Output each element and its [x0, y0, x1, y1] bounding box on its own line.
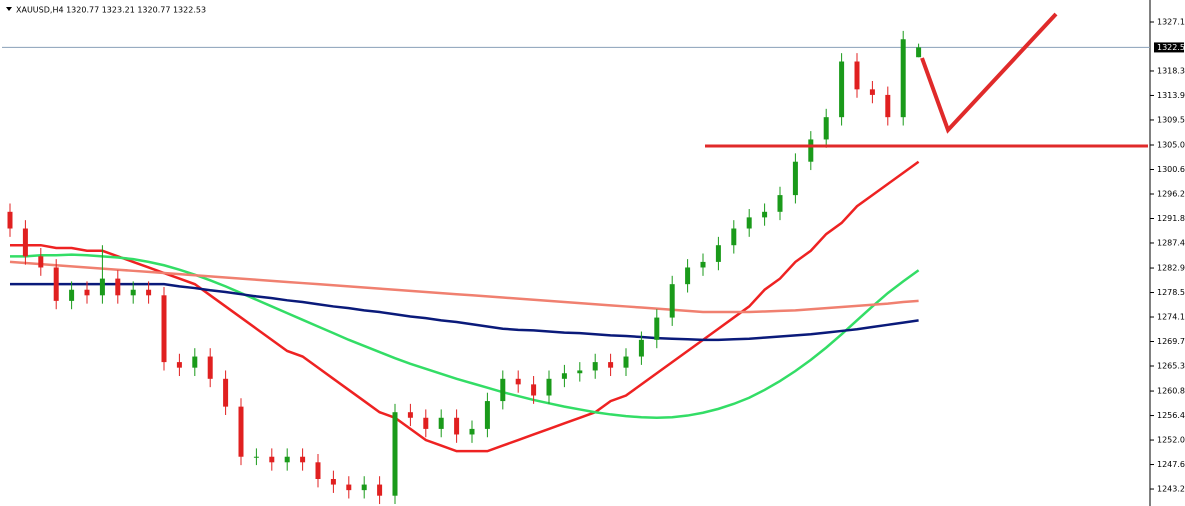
candle-body	[392, 412, 398, 496]
candle-body	[7, 211, 13, 229]
candle-body	[207, 356, 213, 379]
candle-body	[839, 61, 845, 118]
moving-average-line	[10, 282, 919, 342]
y-tick-label: 1278.50	[1157, 288, 1185, 297]
candle-body	[608, 362, 614, 368]
candle-body	[84, 289, 90, 296]
moving-average-line	[9, 260, 919, 314]
candle-body	[22, 228, 28, 257]
candle-body	[361, 484, 367, 491]
candle-body	[146, 289, 152, 296]
candle-body	[762, 211, 768, 218]
y-tick-label: 1256.40	[1157, 411, 1185, 420]
candle-body	[792, 161, 798, 196]
candle-body	[438, 417, 444, 429]
y-tick-label: 1282.90	[1157, 264, 1185, 273]
candle-body	[484, 401, 490, 429]
candle-body	[192, 356, 198, 368]
candle-body	[654, 317, 660, 340]
y-tick-label: 1252.00	[1157, 436, 1185, 445]
candle-body	[685, 267, 691, 285]
y-tick-label: 1318.30	[1157, 66, 1185, 75]
candle-body	[69, 289, 75, 301]
y-tick-label: 1291.80	[1157, 214, 1185, 223]
candle-body	[176, 362, 182, 368]
candle-body	[561, 373, 567, 379]
candle-body	[531, 384, 537, 396]
candle-body	[638, 339, 644, 357]
candle-body	[130, 289, 136, 296]
candle-body	[500, 378, 506, 402]
candle-body	[808, 139, 814, 162]
candle-body	[900, 39, 906, 118]
y-tick-label: 1300.60	[1157, 165, 1185, 174]
symbol-arrow	[6, 7, 12, 11]
candle-body	[869, 89, 875, 95]
candle-body	[346, 484, 352, 491]
candle-body	[161, 295, 167, 363]
candle-body	[916, 47, 922, 58]
candle-body	[330, 479, 336, 485]
moving-average-line	[10, 253, 920, 420]
candle-body	[315, 462, 321, 480]
candle-body	[423, 417, 429, 429]
candle-body	[592, 362, 598, 371]
candle-body	[669, 284, 675, 318]
y-tick-label: 1327.10	[1157, 17, 1185, 26]
y-tick-label: 1247.60	[1157, 460, 1185, 469]
candle-body	[515, 378, 521, 385]
candle-body	[577, 370, 583, 374]
candle-body	[823, 117, 829, 140]
candle-body	[284, 456, 290, 463]
candle-body	[854, 61, 860, 90]
candle-body	[253, 456, 259, 458]
y-tick-label: 1269.70	[1157, 337, 1185, 346]
y-tick-label: 1274.10	[1157, 313, 1185, 322]
y-tick-label: 1260.80	[1157, 387, 1185, 396]
candle-body	[623, 356, 629, 368]
y-tick-label: 1309.50	[1157, 115, 1185, 124]
drawn-zigzag	[920, 12, 1058, 134]
y-tick-label: 1265.30	[1157, 362, 1185, 371]
candle-body	[238, 406, 244, 457]
candle-body	[300, 456, 306, 463]
candle-body	[223, 378, 229, 407]
candle-body	[269, 456, 275, 463]
candle-body	[731, 228, 737, 246]
chart-title: XAUUSD,H4 1320.77 1323.21 1320.77 1322.5…	[16, 6, 206, 15]
candle-body	[377, 484, 383, 496]
candle-body	[885, 94, 891, 118]
y-tick-label: 1287.40	[1157, 238, 1185, 247]
y-tick-label: 1305.00	[1157, 141, 1185, 150]
last-price-label: 1322.53	[1157, 43, 1185, 52]
candle-body	[700, 261, 706, 268]
plot	[2, 30, 1150, 505]
candle-body	[715, 245, 721, 262]
candle-body	[115, 278, 121, 296]
y-tick-label: 1243.20	[1157, 485, 1185, 494]
last-price-box	[1154, 42, 1184, 53]
candle-body	[469, 428, 475, 435]
candle-body	[99, 278, 105, 296]
candle-body	[407, 412, 413, 418]
y-tick-label: 1313.90	[1157, 91, 1185, 100]
candle-body	[777, 195, 783, 212]
candle-body	[53, 267, 59, 301]
candle-body	[454, 417, 460, 435]
y-tick-label: 1296.20	[1157, 189, 1185, 198]
candle-body	[746, 217, 752, 229]
candle-body	[546, 378, 552, 396]
candle-body	[38, 256, 44, 268]
